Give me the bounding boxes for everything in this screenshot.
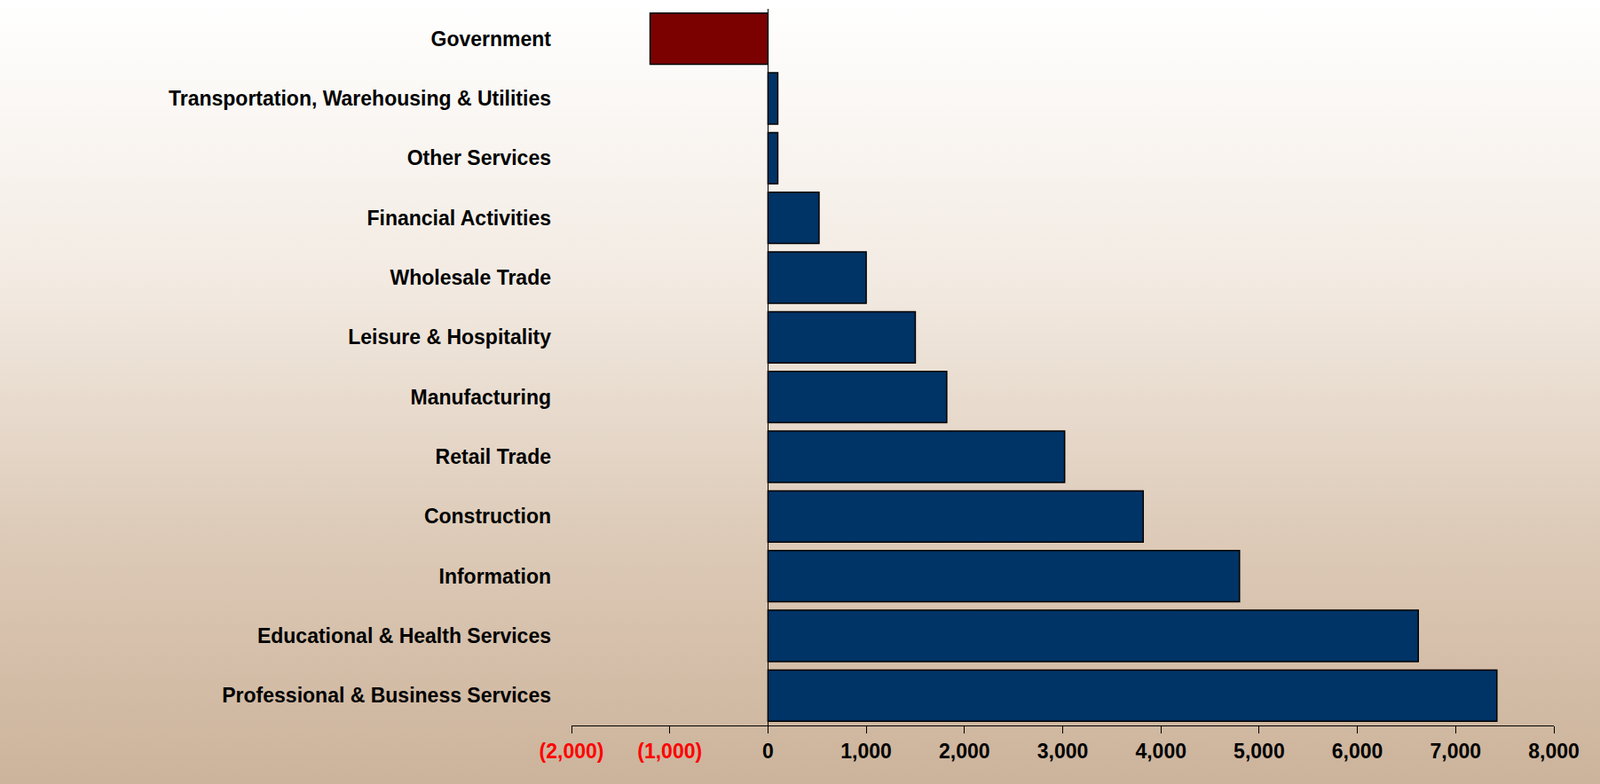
svg-text:(2,000): (2,000): [539, 740, 605, 764]
svg-text:7,000: 7,000: [1430, 740, 1482, 764]
svg-text:4,000: 4,000: [1134, 740, 1187, 764]
svg-text:0: 0: [762, 740, 774, 764]
svg-text:Construction: Construction: [424, 504, 552, 529]
svg-text:5,000: 5,000: [1233, 740, 1285, 764]
svg-text:6,000: 6,000: [1332, 740, 1384, 764]
svg-text:(1,000): (1,000): [637, 740, 702, 764]
svg-text:Retail Trade: Retail Trade: [435, 445, 552, 469]
svg-text:8,000: 8,000: [1528, 740, 1580, 764]
svg-text:Educational & Health Services: Educational & Health Services: [257, 624, 552, 648]
svg-text:1,000: 1,000: [840, 740, 892, 764]
svg-text:Other Services: Other Services: [407, 146, 552, 170]
svg-text:Professional & Business Servic: Professional & Business Services: [221, 684, 552, 708]
svg-text:Transportation, Warehousing &: Transportation, Warehousing & Utilities: [168, 86, 552, 111]
svg-text:Financial Activities: Financial Activities: [367, 206, 552, 230]
svg-text:2,000: 2,000: [938, 740, 991, 764]
svg-text:Information: Information: [439, 565, 552, 589]
svg-text:3,000: 3,000: [1037, 740, 1089, 764]
svg-text:Wholesale Trade: Wholesale Trade: [389, 266, 552, 290]
svg-text:Leisure & Hospitality: Leisure & Hospitality: [347, 325, 552, 349]
svg-text:Government: Government: [431, 27, 552, 51]
svg-text:Manufacturing: Manufacturing: [410, 386, 552, 410]
